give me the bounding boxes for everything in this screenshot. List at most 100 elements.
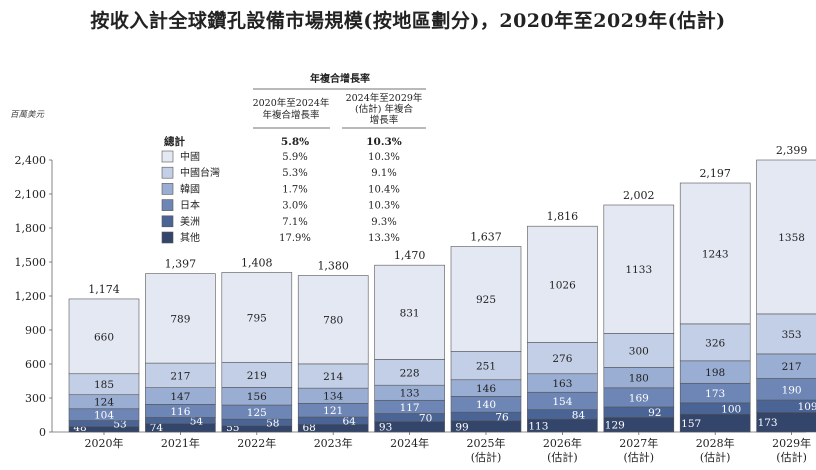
legend-series-name: 日本 <box>180 199 200 212</box>
segment-value-label: 125 <box>247 407 267 419</box>
legend-cagr2: 10.3% <box>368 201 400 212</box>
chart-title: 按收入計全球鑽孔設備市場規模(按地區劃分)，2020年至2029年(估計) <box>90 10 726 32</box>
segment-value-label: 64 <box>343 416 357 428</box>
cagr-col1-header: 2020年至2024年 <box>253 97 330 109</box>
bar-segment <box>450 411 522 422</box>
legend-cagr2: 13.3% <box>368 233 400 244</box>
segment-value-label: 276 <box>552 353 572 365</box>
x-tick-sublabel: (估計) <box>776 450 807 464</box>
bar-total-label: 2,002 <box>623 189 655 202</box>
y-tick-label: 2,100 <box>15 188 47 201</box>
segment-value-label: 300 <box>629 345 649 357</box>
segment-value-label: 219 <box>247 370 267 382</box>
legend-series-name: 其他 <box>180 231 200 244</box>
y-tick-label: 2,400 <box>15 154 47 167</box>
legend-series-name: 中國台灣 <box>180 166 220 179</box>
bar-segment <box>450 351 522 381</box>
segment-value-label: 925 <box>476 294 496 306</box>
segment-value-label: 93 <box>379 422 392 434</box>
x-tick-sublabel: (估計) <box>471 450 502 464</box>
x-tick-label: 2021年 <box>161 436 200 450</box>
segment-value-label: 116 <box>170 406 190 418</box>
bar-segment <box>145 417 216 424</box>
legend-series-name: 美洲 <box>180 215 200 228</box>
cagr-col2-header: 2024年至2029年 <box>346 92 423 104</box>
bar-total-label: 2,197 <box>699 167 731 180</box>
segment-value-label: 326 <box>705 337 725 349</box>
y-unit-label: 百萬美元 <box>10 109 46 120</box>
bar-total-label: 1,174 <box>88 283 120 296</box>
legend-swatch <box>161 150 174 163</box>
x-tick-sublabel: (估計) <box>547 450 578 464</box>
y-tick-label: 900 <box>25 324 46 337</box>
bar-segment <box>527 225 598 343</box>
bar-segment <box>145 273 216 364</box>
segment-value-label: 251 <box>476 361 496 373</box>
y-tick-label: 1,500 <box>15 256 47 269</box>
bar-segment <box>450 246 522 352</box>
legend-cagr1: 1.7% <box>282 184 307 195</box>
legend-swatch <box>161 199 174 211</box>
segment-value-label: 117 <box>400 402 420 414</box>
legend-cagr2: 9.3% <box>371 217 396 228</box>
segment-value-label: 140 <box>476 399 496 411</box>
legend-cagr1: 5.3% <box>282 168 307 179</box>
segment-value-label: 100 <box>721 404 741 416</box>
segment-value-label: 92 <box>648 407 661 419</box>
segment-value-label: 147 <box>170 391 190 403</box>
legend-swatch <box>161 183 174 195</box>
y-tick-label: 1,200 <box>15 290 47 303</box>
segment-value-label: 217 <box>170 370 190 382</box>
segment-value-label: 113 <box>528 421 548 433</box>
segment-value-label: 198 <box>705 367 725 379</box>
legend-cagr2: 9.1% <box>371 168 396 179</box>
legend-cagr2: 10.4% <box>368 184 400 195</box>
segment-value-label: 190 <box>782 384 802 396</box>
segment-value-label: 831 <box>400 307 420 319</box>
legend-swatch <box>161 166 174 179</box>
bar-segment <box>527 342 598 375</box>
segment-value-label: 58 <box>266 417 279 429</box>
x-tick-label: 2020年 <box>85 436 124 450</box>
segment-value-label: 99 <box>455 421 468 433</box>
legend-total-label: 總計 <box>164 135 185 148</box>
bar-segment <box>603 333 675 368</box>
segment-value-label: 353 <box>782 329 802 341</box>
x-tick-label: 2022年 <box>237 436 276 450</box>
cagr-col2-header: (估計) 年複合 <box>355 103 413 115</box>
segment-value-label: 154 <box>552 396 572 408</box>
bar-segment <box>679 323 751 362</box>
x-tick-label: 2025年 <box>467 436 506 450</box>
segment-value-label: 228 <box>400 367 420 379</box>
x-tick-label: 2029年 <box>772 436 811 450</box>
legend-series-name: 中國 <box>180 150 200 163</box>
legend-cagr1: 5.9% <box>282 152 307 163</box>
segment-value-label: 163 <box>552 378 572 390</box>
bar-segment <box>756 313 816 355</box>
segment-value-label: 54 <box>190 416 204 428</box>
bar-segment <box>756 159 816 315</box>
bar-segment <box>603 406 675 418</box>
bar-segment <box>297 416 369 425</box>
legend-cagr2: 10.3% <box>368 152 400 163</box>
segment-value-label: 53 <box>113 419 126 431</box>
segment-value-label: 68 <box>303 422 316 434</box>
bar-segment <box>68 298 140 375</box>
segment-value-label: 660 <box>94 331 114 343</box>
x-tick-label: 2027年 <box>619 436 658 450</box>
x-tick-label: 2024年 <box>390 436 429 450</box>
segment-value-label: 129 <box>605 420 625 432</box>
segment-value-label: 84 <box>572 409 586 421</box>
segment-value-label: 169 <box>629 392 649 404</box>
bar-segment <box>221 272 293 363</box>
segment-value-label: 156 <box>247 391 267 403</box>
bar-total-label: 1,380 <box>317 259 349 272</box>
segment-value-label: 124 <box>94 397 114 409</box>
segment-value-label: 795 <box>247 312 267 324</box>
bar-segment <box>374 359 445 386</box>
legend-swatch <box>161 231 174 244</box>
segment-value-label: 780 <box>323 315 343 327</box>
y-tick-label: 0 <box>39 426 46 439</box>
segment-value-label: 146 <box>476 383 496 395</box>
